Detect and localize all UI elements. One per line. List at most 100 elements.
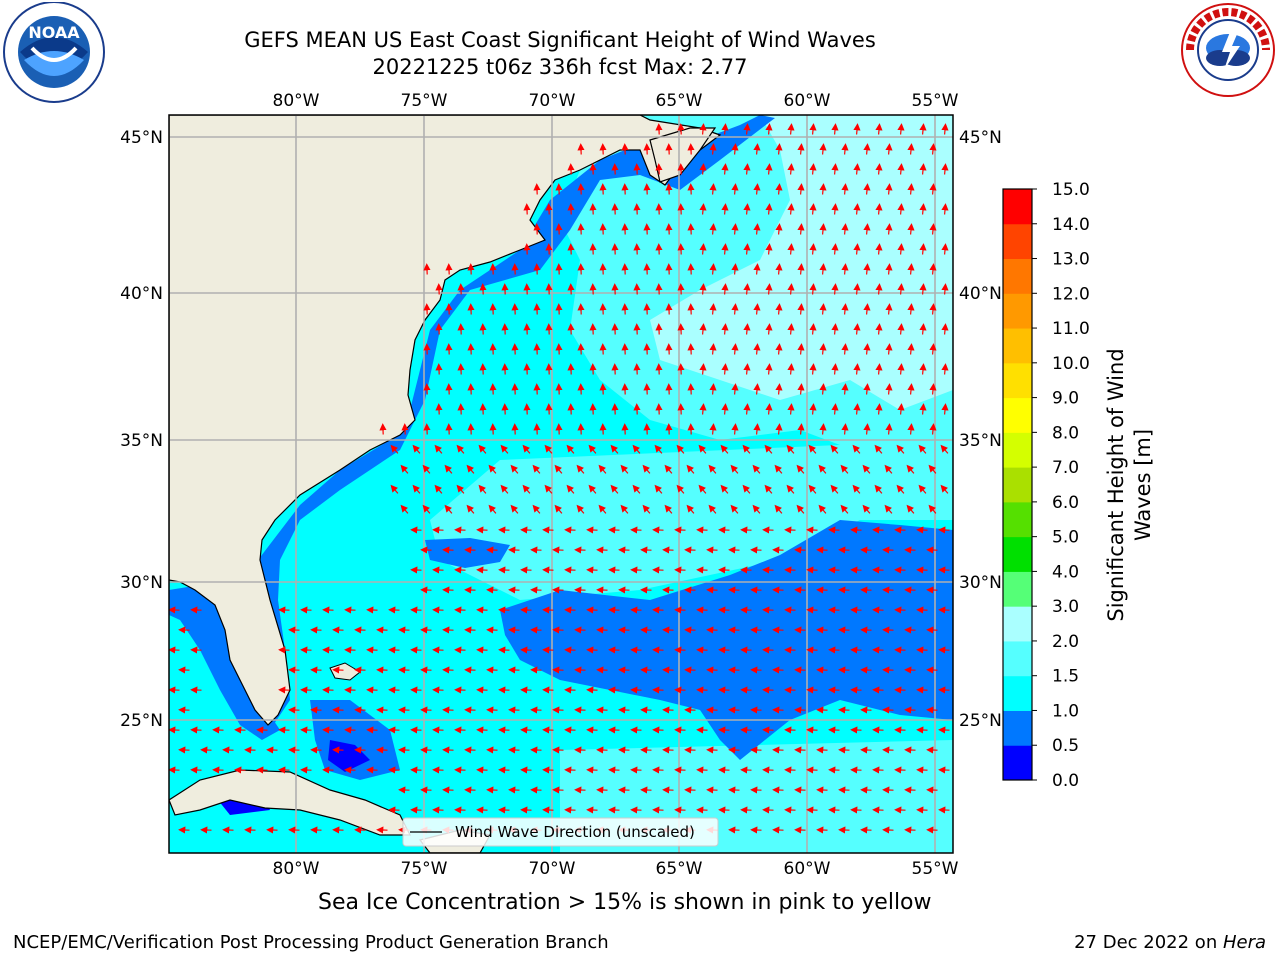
wind-wave-arrow: [654, 484, 663, 494]
wind-wave-arrow: [775, 343, 783, 355]
wind-wave-arrow: [743, 403, 751, 415]
wind-wave-arrow: [875, 163, 883, 175]
wind-wave-arrow: [610, 484, 619, 494]
wind-wave-arrow: [852, 444, 861, 454]
wave-zone-mid-south: [430, 440, 953, 600]
colorbar-swatch: [1003, 571, 1032, 607]
wind-wave-arrow: [786, 444, 795, 454]
wind-wave-arrow: [797, 303, 805, 315]
wind-wave-arrow: [808, 444, 817, 454]
wave-zone-high: [650, 115, 953, 410]
wind-wave-arrow: [620, 504, 629, 514]
wind-wave-arrow: [721, 403, 729, 415]
wind-wave-arrow: [907, 143, 915, 155]
colorbar-tick-label: 2.0: [1052, 632, 1079, 652]
wind-wave-arrow: [500, 444, 509, 454]
wind-wave-arrow: [819, 143, 827, 155]
wind-wave-arrow: [875, 203, 883, 215]
wind-wave-arrow: [598, 464, 607, 474]
wind-wave-arrow: [698, 484, 707, 494]
chart-subtitle: 20221225 t06z 336h fcst Max: 2.77: [372, 55, 748, 79]
wind-wave-arrow: [875, 363, 883, 375]
wind-wave-arrow: [809, 163, 817, 175]
wind-wave-arrow: [797, 263, 805, 275]
colorbar-tick-label: 0.0: [1052, 771, 1079, 791]
wind-wave-arrow: [787, 123, 795, 135]
wind-wave-arrow: [841, 303, 849, 315]
colorbar-tick-label: 10.0: [1052, 354, 1090, 374]
wind-wave-arrow: [853, 403, 861, 415]
wind-wave-arrow: [884, 504, 893, 514]
wind-wave-arrow: [444, 504, 453, 514]
lon-labels-bottom: 80°W 75°W 70°W 65°W 60°W 55°W: [273, 859, 959, 879]
wind-wave-arrow: [775, 383, 783, 395]
wind-wave-arrow: [897, 123, 905, 135]
wind-wave-arrow: [787, 283, 795, 295]
wind-wave-arrow: [885, 223, 893, 235]
wind-wave-arrow: [863, 223, 871, 235]
wind-wave-arrow: [830, 444, 839, 454]
wind-wave-arrow: [709, 423, 717, 435]
wind-wave-arrow: [765, 363, 773, 375]
map-area: [169, 115, 953, 853]
wind-wave-arrow: [742, 484, 751, 494]
lat-label: 35°N: [959, 431, 1002, 451]
wind-wave-arrow: [929, 303, 937, 315]
wind-wave-arrow: [775, 423, 783, 435]
colorbar-tick-label: 1.0: [1052, 701, 1079, 721]
land-north-america: [169, 115, 722, 726]
wind-wave-arrow: [907, 423, 915, 435]
colorbar-tick-label: 8.0: [1052, 423, 1079, 443]
wind-wave-arrow: [654, 444, 663, 454]
wind-wave-arrow: [544, 484, 553, 494]
wind-wave-arrow: [787, 243, 795, 255]
wind-wave-arrow: [478, 484, 487, 494]
wind-wave-arrow: [906, 464, 915, 474]
colorbar-swatch: [1003, 328, 1032, 364]
wind-wave-arrow: [897, 363, 905, 375]
wind-wave-arrow: [941, 243, 949, 255]
wind-wave-arrow: [709, 183, 717, 195]
wind-wave-arrow: [708, 504, 717, 514]
wind-wave-arrow: [897, 203, 905, 215]
wind-wave-arrow: [831, 123, 839, 135]
chart-title: GEFS MEAN US East Coast Significant Heig…: [244, 28, 876, 52]
wind-wave-arrow: [797, 143, 805, 155]
wind-wave-arrow: [400, 464, 409, 474]
wind-wave-arrow: [731, 143, 739, 155]
wind-wave-arrow: [840, 464, 849, 474]
wind-wave-arrow: [797, 343, 805, 355]
wind-wave-arrow: [941, 163, 949, 175]
colorbar-tick-label: 12.0: [1052, 284, 1090, 304]
wind-wave-arrow: [819, 383, 827, 395]
wind-wave-arrow: [412, 484, 421, 494]
wind-wave-arrow: [929, 263, 937, 275]
colorbar-swatch: [1003, 397, 1032, 433]
lon-label: 65°W: [656, 91, 703, 111]
wind-wave-arrow: [422, 504, 431, 514]
wind-wave-arrow: [831, 323, 839, 335]
wind-wave-arrow: [885, 263, 893, 275]
wind-wave-arrow: [831, 243, 839, 255]
wind-wave-arrow: [796, 504, 805, 514]
wind-wave-arrow: [853, 363, 861, 375]
wind-wave-arrow: [874, 444, 883, 454]
colorbar-swatch: [1003, 675, 1032, 711]
wind-wave-arrow: [786, 484, 795, 494]
sea-ice-note: Sea Ice Concentration > 15% is shown in …: [318, 890, 932, 915]
wind-wave-arrow: [875, 123, 883, 135]
map-legend: Wind Wave Direction (unscaled): [402, 817, 719, 847]
wind-wave-arrow: [907, 183, 915, 195]
wind-wave-arrow: [478, 444, 487, 454]
lat-label: 25°N: [120, 711, 163, 731]
wind-wave-arrow: [941, 323, 949, 335]
wind-wave-arrow: [841, 183, 849, 195]
lon-label: 60°W: [784, 859, 831, 879]
wind-wave-arrow: [918, 444, 927, 454]
wind-wave-arrow: [862, 464, 871, 474]
wind-wave-arrow: [731, 423, 739, 435]
wind-wave-arrow: [721, 243, 729, 255]
wave-zone-low: [500, 520, 953, 760]
wind-wave-arrow: [919, 243, 927, 255]
wind-wave-arrow: [522, 484, 531, 494]
